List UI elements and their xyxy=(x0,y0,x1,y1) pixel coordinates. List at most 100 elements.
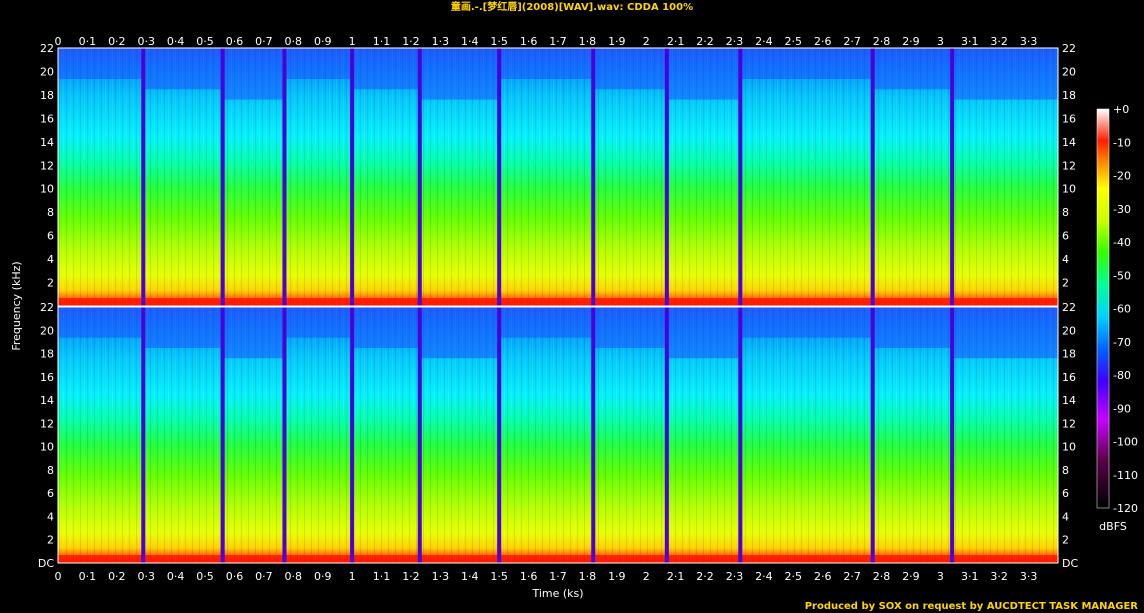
track-lowband xyxy=(58,555,144,563)
y-tick-label-left-left: 2 xyxy=(47,277,54,290)
x-tick-label-top: 2·4 xyxy=(755,35,773,48)
track-segment xyxy=(593,307,667,563)
track-gap xyxy=(497,48,502,306)
colorbar-tick-label: -40 xyxy=(1113,236,1131,249)
track-lowband xyxy=(593,555,667,563)
track-highband xyxy=(499,307,594,338)
x-tick-label-bottom: 3 xyxy=(937,570,944,583)
y-tick-label-left-right: 10 xyxy=(40,441,54,454)
x-tick-label-top: 1·5 xyxy=(490,35,508,48)
y-tick-label-left-right: 14 xyxy=(40,394,54,407)
x-tick-label-top: 1·7 xyxy=(549,35,567,48)
track-lowband xyxy=(143,555,223,563)
y-tick-label-right-left: 4 xyxy=(1062,253,1069,266)
track-lowband xyxy=(419,555,500,563)
track-segment xyxy=(58,307,144,563)
x-tick-label-top: 2·5 xyxy=(785,35,803,48)
y-tick-label-left-left: 10 xyxy=(40,183,54,196)
x-tick-label-top: 0·8 xyxy=(285,35,303,48)
y-tick-label-right-left: 18 xyxy=(1062,89,1076,102)
track-segment xyxy=(499,307,594,563)
y-tick-label-left-right: 12 xyxy=(40,417,54,430)
x-tick-label-top: 0·7 xyxy=(255,35,273,48)
track-highband xyxy=(222,307,285,359)
track-lowband xyxy=(222,555,285,563)
track-highband xyxy=(872,48,953,90)
colorbar-tick-label: -20 xyxy=(1113,170,1131,183)
x-tick-label-bottom: 1·5 xyxy=(490,570,508,583)
x-tick-label-bottom: 1·6 xyxy=(520,570,538,583)
x-tick-label-bottom: 2·2 xyxy=(696,570,714,583)
x-tick-label-bottom: 2 xyxy=(643,570,650,583)
y-tick-label-left-right: 20 xyxy=(40,324,54,337)
x-tick-label-top: 1·8 xyxy=(579,35,597,48)
track-lowband xyxy=(419,298,500,306)
y-tick-label-right-right: 12 xyxy=(1062,417,1076,430)
track-gap xyxy=(220,307,225,563)
track-segment xyxy=(740,48,873,306)
x-tick-label-bottom: 3·1 xyxy=(961,570,979,583)
track-gap xyxy=(141,307,146,563)
y-tick-label-right-left: 8 xyxy=(1062,206,1069,219)
x-tick-label-bottom: 2·9 xyxy=(902,570,920,583)
y-tick-label-left-right: 22 xyxy=(40,301,54,314)
y-tick-label-left-right: 16 xyxy=(40,371,54,384)
x-tick-labels-top: 0 0·1 0·2 0·3 0·4 0·5 0·6 0·7 0·8 0·9 1 1·1 1·2 1·3 1·… xyxy=(55,35,1038,48)
track-lowband xyxy=(284,555,353,563)
colorbar-scale xyxy=(1096,108,1110,509)
x-tick-label-top: 2·7 xyxy=(843,35,861,48)
y-tick-label-left-right: DC xyxy=(38,557,54,570)
track-segment xyxy=(352,307,420,563)
y-tick-label-right-right: 6 xyxy=(1062,487,1069,500)
y-tick-label-left-right: 2 xyxy=(47,534,54,547)
x-tick-label-bottom: 3·3 xyxy=(1020,570,1038,583)
track-gap xyxy=(417,48,422,306)
track-highband xyxy=(593,307,667,348)
x-tick-label-bottom: 1·4 xyxy=(461,570,479,583)
y-tick-label-right-right: 10 xyxy=(1062,441,1076,454)
track-highband xyxy=(143,307,223,348)
spectrogram-panel-right xyxy=(57,306,1059,564)
x-tick-label-top: 0·9 xyxy=(314,35,332,48)
x-tick-label-top: 0·2 xyxy=(108,35,126,48)
x-tick-label-bottom: 2·1 xyxy=(667,570,685,583)
track-gap xyxy=(591,48,596,306)
track-lowband xyxy=(666,298,741,306)
track-lowband xyxy=(352,298,420,306)
x-tick-label-top: 1·3 xyxy=(432,35,450,48)
track-lowband xyxy=(872,555,953,563)
credit-line: Produced by SOX on request by AUCDTECT T… xyxy=(805,601,1139,612)
panel-frame xyxy=(57,47,1059,307)
x-tick-label-top: 1·4 xyxy=(461,35,479,48)
colorbar-label: dBFS xyxy=(1099,520,1127,533)
x-tick-label-top: 0·3 xyxy=(137,35,155,48)
track-highband xyxy=(352,48,420,90)
track-gap xyxy=(738,307,743,563)
y-tick-label-right-right: 20 xyxy=(1062,324,1076,337)
track-lowband xyxy=(740,298,873,306)
colorbar: +0 -10 -20 -30 -40 -50 -60 -70 -80 -90 -100 -110 -12… xyxy=(1096,103,1138,533)
track-gap xyxy=(282,48,287,306)
x-tick-label-top: 2·2 xyxy=(696,35,714,48)
track-highband xyxy=(58,48,144,79)
track-highband xyxy=(284,307,353,338)
track-segment xyxy=(222,307,285,563)
track-segment xyxy=(284,307,353,563)
track-lowband xyxy=(593,298,667,306)
panel-frame xyxy=(57,306,1059,564)
y-tick-label-right-right: 16 xyxy=(1062,371,1076,384)
track-segment xyxy=(740,307,873,563)
track-highband xyxy=(284,48,353,79)
x-tick-label-bottom: 0·9 xyxy=(314,570,332,583)
x-tick-label-bottom: 3·2 xyxy=(990,570,1008,583)
colorbar-tick-label: +0 xyxy=(1113,103,1129,116)
x-tick-label-bottom: 2·5 xyxy=(785,570,803,583)
y-tick-label-right-right: 2 xyxy=(1062,534,1069,547)
track-highband xyxy=(58,307,144,338)
track-gap xyxy=(141,48,146,306)
y-tick-label-left-left: 14 xyxy=(40,136,54,149)
track-gap xyxy=(497,307,502,563)
track-highband xyxy=(499,48,594,79)
y-tick-label-left-left: 4 xyxy=(47,253,54,266)
